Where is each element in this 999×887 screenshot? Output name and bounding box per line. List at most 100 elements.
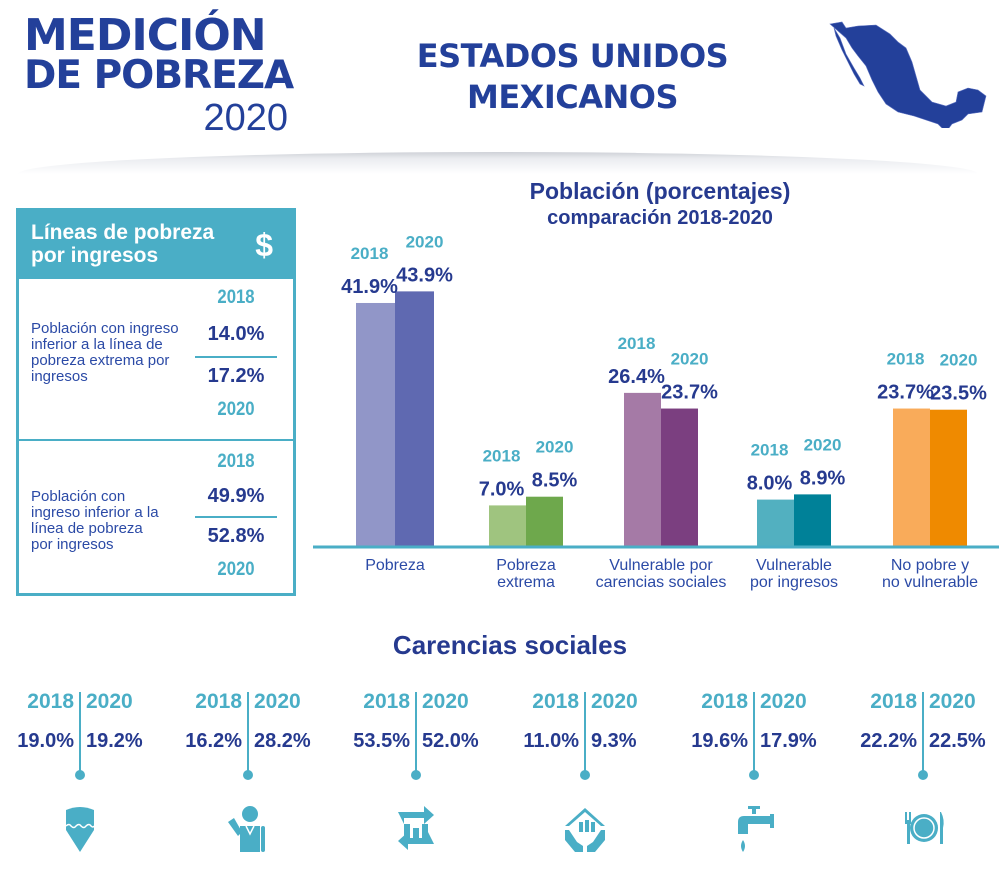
data-label-no-pobre-y-no-vulnerable-2018: 23.7%: [877, 382, 934, 404]
value-2018: 22.2%: [860, 730, 917, 752]
divider-line: [79, 692, 81, 772]
bar-vulnerable-por-ingresos-2018: [757, 499, 794, 546]
bar-vulnerable-por-ingresos-2020: [794, 494, 831, 546]
chart-title-main: Población (porcentajes): [529, 178, 791, 204]
bar-pobreza-extrema-2020: [526, 496, 563, 546]
year-2020-label: 2020: [86, 690, 133, 713]
panel-title: Líneas de pobreza por ingresos: [31, 221, 215, 267]
connector-dot: [580, 770, 590, 780]
value-2020: 52.0%: [422, 730, 479, 752]
value-2020: 19.2%: [86, 730, 143, 752]
bar-pobreza-2020: [395, 291, 434, 546]
year-2020-label: 2020: [217, 399, 255, 420]
social-security-icon: [398, 806, 434, 850]
row-label: Población con ingreso inferior a la líne…: [31, 488, 159, 553]
category-label-pobreza-extrema-line-1: Pobreza: [496, 557, 556, 574]
data-label-pobreza-extrema-2020: 8.5%: [532, 470, 578, 492]
category-label-no-pobre-y-no-vulnerable-line-1: No pobre y: [891, 557, 969, 574]
value-2018: 16.2%: [185, 730, 242, 752]
value-2018: 19.6%: [691, 730, 748, 752]
year-label-vulnerable-por-carencias-sociales-2020: 2020: [671, 350, 709, 369]
year-2020-label: 2020: [591, 690, 638, 713]
divider-line: [247, 692, 249, 772]
connector-dot: [75, 770, 85, 780]
connector-dot: [918, 770, 928, 780]
income-row-poverty: Población con ingreso inferior a la líne…: [19, 439, 293, 593]
value-2018: 14.0%: [207, 323, 265, 345]
income-poverty-panel: Líneas de pobreza por ingresos $ Poblaci…: [16, 208, 296, 596]
health-doctor-icon: [228, 806, 265, 852]
carencia-item: 2018 2020 19.6% 17.9%: [674, 688, 834, 868]
income-row-extreme: Población con ingreso inferior a la líne…: [19, 279, 293, 439]
data-label-vulnerable-por-carencias-sociales-2018: 26.4%: [608, 366, 665, 388]
mexico-map-icon: [829, 21, 987, 128]
value-2020: 52.8%: [207, 525, 265, 547]
category-label-vulnerable-por-carencias-sociales-line-2: carencias sociales: [596, 574, 727, 591]
population-bar-chart: 41.9% 2018 43.9% 2020 Pobreza 7.0% 2018 8.5% 202…: [313, 232, 999, 591]
carencia-item: 2018 2020 53.5% 52.0%: [336, 688, 496, 868]
year-2018-label: 2018: [363, 690, 410, 713]
year-2020-label: 2020: [929, 690, 976, 713]
header-divider: [18, 152, 978, 174]
year-2020-label: 2020: [422, 690, 469, 713]
year-2018-label: 2018: [701, 690, 748, 713]
water-tap-icon: [738, 806, 774, 852]
dollar-icon: $: [255, 227, 273, 263]
value-2020: 17.2%: [207, 365, 265, 387]
category-label-vulnerable-por-ingresos-line-1: Vulnerable: [756, 557, 832, 574]
bar-vulnerable-por-carencias-sociales-2020: [661, 408, 698, 546]
logo-line-1: MEDICIÓN: [24, 10, 267, 61]
logo: MEDICIÓN DE POBREZA 2020: [24, 10, 294, 139]
year-label-vulnerable-por-carencias-sociales-2018: 2018: [618, 334, 656, 353]
year-2020-label: 2020: [760, 690, 807, 713]
row-label: Población con ingreso inferior a la líne…: [31, 320, 179, 385]
value-2020: 17.9%: [760, 730, 817, 752]
category-label-pobreza: Pobreza: [365, 557, 425, 574]
year-2018-label: 2018: [27, 690, 74, 713]
value-2018: 49.9%: [207, 485, 265, 507]
connector-dot: [411, 770, 421, 780]
divider-line: [415, 692, 417, 772]
data-label-vulnerable-por-ingresos-2020: 8.9%: [800, 467, 846, 489]
value-2018: 53.5%: [353, 730, 410, 752]
carencia-item: 2018 2020 22.2% 22.5%: [843, 688, 999, 868]
category-label-vulnerable-por-carencias-sociales-line-1: Vulnerable por: [609, 557, 713, 574]
carencia-item: 2018 2020 19.0% 19.2%: [0, 688, 160, 868]
data-label-pobreza-2018: 41.9%: [341, 276, 398, 298]
year-2018-label: 2018: [532, 690, 579, 713]
year-label-pobreza-extrema-2020: 2020: [536, 438, 574, 457]
row-separator: [195, 516, 277, 518]
year-label-pobreza-extrema-2018: 2018: [483, 446, 521, 465]
value-2020: 28.2%: [254, 730, 311, 752]
bar-pobreza-2018: [356, 302, 395, 546]
logo-year: 2020: [203, 97, 288, 139]
year-label-no-pobre-y-no-vulnerable-2018: 2018: [887, 350, 925, 369]
carencia-item: 2018 2020 16.2% 28.2%: [168, 688, 328, 868]
housing-quality-icon: [565, 808, 605, 852]
divider-line: [753, 692, 755, 772]
chart-subtitle: comparación 2018-2020: [547, 207, 773, 229]
category-label-vulnerable-por-ingresos-line-2: por ingresos: [750, 574, 838, 591]
data-label-vulnerable-por-carencias-sociales-2020: 23.7%: [661, 382, 718, 404]
divider-line: [584, 692, 586, 772]
row-separator: [195, 356, 277, 358]
carencia-item: 2018 2020 11.0% 9.3%: [505, 688, 665, 868]
data-label-vulnerable-por-ingresos-2018: 8.0%: [747, 473, 793, 495]
panel-header: Líneas de pobreza por ingresos $: [19, 211, 293, 279]
value-2018: 11.0%: [523, 730, 579, 752]
bar-vulnerable-por-carencias-sociales-2018: [624, 392, 661, 546]
connector-dot: [749, 770, 759, 780]
category-label-pobreza-extrema-line-2: extrema: [497, 574, 555, 591]
value-2018: 19.0%: [17, 730, 74, 752]
food-plate-icon: [905, 812, 944, 844]
year-label-vulnerable-por-ingresos-2020: 2020: [804, 435, 842, 454]
divider-line: [922, 692, 924, 772]
year-label-no-pobre-y-no-vulnerable-2020: 2020: [940, 351, 978, 370]
year-2018-label: 2018: [870, 690, 917, 713]
year-label-vulnerable-por-ingresos-2018: 2018: [751, 441, 789, 460]
connector-dot: [243, 770, 253, 780]
value-2020: 9.3%: [591, 730, 637, 752]
year-2018-label: 2018: [195, 690, 242, 713]
year-2020-label: 2020: [217, 559, 255, 580]
country-title: ESTADOS UNIDOS MEXICANOS: [416, 37, 729, 116]
